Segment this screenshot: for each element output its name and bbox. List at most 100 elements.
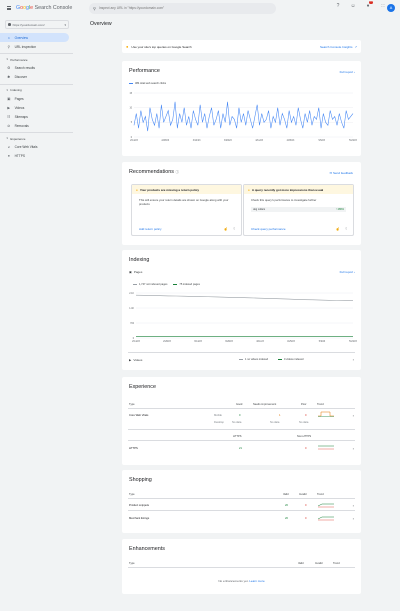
insights-link[interactable]: Search Console Insights ↗ xyxy=(320,45,357,49)
thumbs-up-icon[interactable]: ☝ xyxy=(223,227,228,231)
product-logo[interactable]: Google Search Console xyxy=(16,5,73,11)
bell-icon[interactable]: ♦ 12 xyxy=(366,1,373,9)
row-divider xyxy=(128,429,355,430)
valid-count: 20 xyxy=(285,504,288,507)
empty-text: No enhancements yet. xyxy=(218,579,249,583)
chevron-right-icon[interactable]: › xyxy=(352,413,354,418)
sidebar-item-removals[interactable]: ⊘ Removals xyxy=(0,121,73,130)
chevron-right-icon[interactable]: › xyxy=(352,357,354,362)
column-header: Non-HTTPS xyxy=(297,435,312,438)
caret-down-icon: ▼ xyxy=(6,137,9,140)
sidebar-item-core-web-vitals[interactable]: ◕ Core Web Vitals xyxy=(0,143,73,152)
column-header: Valid xyxy=(283,493,289,496)
hint-text: Use your site's top queries on Google Se… xyxy=(131,44,192,49)
indexing-title: Indexing xyxy=(129,257,150,263)
help-icon[interactable]: ? xyxy=(336,3,340,9)
sidebar-item-search-results[interactable]: G Search results xyxy=(0,64,73,73)
row-divider xyxy=(128,498,355,499)
shopping-title: Shopping xyxy=(129,477,152,483)
lightbulb-icon: ● xyxy=(126,44,129,49)
learn-more-link[interactable]: Learn more xyxy=(249,579,265,583)
sidebar-item-discover[interactable]: ✱ Discover xyxy=(0,73,73,82)
legend-swatch xyxy=(129,83,133,84)
sidebar-item-pages[interactable]: ▣ Pages xyxy=(0,94,73,103)
x-tick-label: 2/14/23 xyxy=(130,140,138,142)
chevron-right-icon: › xyxy=(354,70,355,74)
shopping-row-label[interactable]: Product snippets xyxy=(129,504,150,507)
home-icon: ⌂ xyxy=(7,35,10,40)
google-icon: G xyxy=(7,66,11,70)
property-selector[interactable]: https://yourdomain.com/ ▾ xyxy=(5,20,69,29)
sidebar-item-url-inspection[interactable]: ⚲ URL inspection xyxy=(0,42,73,51)
add-return-policy-link[interactable]: Add return policy xyxy=(139,227,162,231)
performance-full-report-link[interactable]: Full report › xyxy=(340,70,355,74)
sidebar-item-videos[interactable]: ▶ Videos xyxy=(0,103,73,112)
enhancements-card: Enhancements Type Valid Invalid Trend No… xyxy=(122,539,361,594)
column-header: Needs improvement xyxy=(253,403,277,406)
legend-swatch xyxy=(173,284,178,285)
cwv-label[interactable]: Core Web Vitals xyxy=(129,414,149,417)
sidebar-section-indexing[interactable]: ▼ Indexing xyxy=(0,86,73,94)
shopping-row-label[interactable]: Merchant listings xyxy=(129,517,150,520)
query-change: ↑ 286% xyxy=(335,208,344,211)
send-feedback-link[interactable]: ✉ Send feedback xyxy=(330,171,353,175)
asterisk-icon: ✱ xyxy=(7,75,11,79)
chevron-right-icon: › xyxy=(354,270,355,274)
apps-icon[interactable]: ∷ xyxy=(381,3,385,9)
query-box: dog collars ↑ 286% xyxy=(251,207,346,212)
column-header: Trend xyxy=(317,493,324,496)
sidebar-item-label: HTTPS xyxy=(14,154,26,158)
chevron-right-icon[interactable]: › xyxy=(352,516,354,521)
chevron-right-icon[interactable]: › xyxy=(352,503,354,508)
column-header: Type xyxy=(129,562,135,565)
insights-link-label: Search Console Insights xyxy=(319,44,353,49)
url-inspect-input[interactable] xyxy=(98,6,259,10)
sidebar-item-sitemaps[interactable]: ☷ Sitemaps xyxy=(0,112,73,121)
avatar[interactable]: A xyxy=(387,3,395,12)
column-header: Invalid xyxy=(315,562,323,565)
thumbs-down-icon[interactable]: ☟ xyxy=(344,227,347,231)
sidebar-section-experience[interactable]: ▼ Experience xyxy=(0,135,73,143)
feedback-thumbs: ☝ ☟ xyxy=(336,227,347,231)
chevron-right-icon[interactable]: › xyxy=(352,446,354,451)
check-query-performance-link[interactable]: Check query performance xyxy=(251,227,286,231)
legend-swatch xyxy=(133,284,137,285)
main-content: Overview xyxy=(89,16,394,31)
thumbs-down-icon[interactable]: ☟ xyxy=(232,227,235,231)
column-header: Invalid xyxy=(299,493,307,496)
sidebar-item-overview[interactable]: ⌂ Overview xyxy=(0,33,69,42)
menu-icon[interactable] xyxy=(7,6,11,10)
series-line xyxy=(133,101,354,132)
videos-indexed-stat: 0 videos indexed xyxy=(278,358,303,361)
property-icon xyxy=(8,23,11,26)
y-tick-label: 10 xyxy=(129,107,132,109)
url-inspect-bar[interactable]: ⚲ xyxy=(89,2,276,14)
removal-icon: ⊘ xyxy=(7,123,11,128)
sidebar-section-performance[interactable]: ▼ Performance xyxy=(0,56,73,64)
experience-card: Experience Type Good Needs improvement P… xyxy=(122,377,361,465)
indexing-chart: 0 700 1.4K 2.1K 2/14/23 2/28/23 3/14/23 3/28/23… xyxy=(129,293,357,343)
experience-title: Experience xyxy=(129,384,156,390)
property-url: https://yourdomain.com/ xyxy=(12,22,45,27)
column-header: Poor xyxy=(301,403,307,406)
sidebar-item-label: Sitemaps xyxy=(14,114,28,119)
indexing-card: Indexing ▣ Pages Full report › 1,747 not … xyxy=(122,250,361,370)
sidebar-divider xyxy=(0,132,73,133)
cwv-mobile-sparkline xyxy=(318,411,334,417)
indexing-full-report-link[interactable]: Full report › xyxy=(340,270,355,274)
open-external-icon: ↗ xyxy=(354,44,357,49)
column-header: Valid xyxy=(298,562,304,565)
thumbs-up-icon[interactable]: ☝ xyxy=(335,227,340,231)
videos-row[interactable]: ▶ Videos xyxy=(129,358,142,362)
legend-label: 384 total web search clicks xyxy=(135,82,166,85)
https-label[interactable]: HTTPS xyxy=(129,447,138,450)
x-tick-label: 5/23/23 xyxy=(349,341,357,343)
users-icon[interactable]: ☺ xyxy=(350,3,356,9)
performance-legend: 384 total web search clicks xyxy=(129,82,166,85)
x-tick-label: 2/28/23 xyxy=(161,140,169,142)
videos-stat-label: 0 videos indexed xyxy=(284,358,304,361)
row-divider xyxy=(128,567,355,568)
sidebar-item-https[interactable]: ● HTTPS xyxy=(0,152,73,161)
needs-count: No data xyxy=(270,421,280,424)
notification-badge: 12 xyxy=(369,1,373,4)
